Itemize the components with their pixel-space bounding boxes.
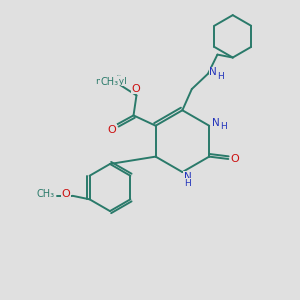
Text: O: O <box>230 154 239 164</box>
Text: O: O <box>108 124 116 134</box>
Text: CH₃: CH₃ <box>100 76 118 86</box>
Text: O: O <box>61 189 70 199</box>
Text: methyl: methyl <box>117 75 122 76</box>
Text: CH₃: CH₃ <box>37 189 55 199</box>
Text: methyl: methyl <box>95 77 127 86</box>
Text: N: N <box>209 67 217 77</box>
Text: N: N <box>212 118 220 128</box>
Text: N: N <box>184 172 192 182</box>
Text: H: H <box>220 122 227 131</box>
Text: H: H <box>184 179 191 188</box>
Text: O: O <box>131 84 140 94</box>
Text: H: H <box>217 72 224 81</box>
